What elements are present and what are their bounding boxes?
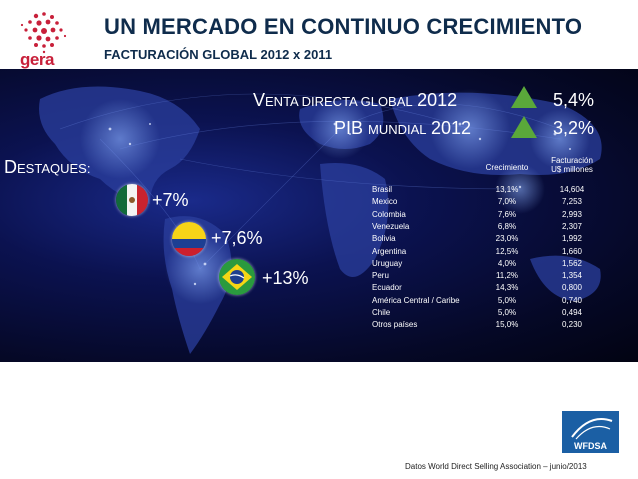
table-row: Ecuador 14,3% 0,800: [372, 283, 604, 295]
table-cell-growth: 12,5%: [495, 246, 519, 256]
table-cell-growth: 13,1%: [495, 185, 519, 194]
table-cell-country: Brasil: [372, 185, 393, 194]
table-row: Mexico 7,0% 7,253: [372, 197, 604, 209]
table-cell-growth: 5,0%: [497, 295, 517, 305]
table-row: Uruguay 4,0% 1,562: [372, 259, 604, 271]
wfdsa-globe-icon: [571, 418, 613, 440]
table-row: Argentina 12,5% 1,660: [372, 247, 604, 259]
logo-wordmark: gera: [20, 50, 54, 69]
venta-directa-percent: 5,4%: [553, 90, 595, 110]
table-cell-revenue: 1,660: [561, 246, 583, 256]
colombia-flag-icon: [172, 222, 206, 256]
table-cell-country: América Central / Caribe: [372, 295, 460, 305]
venta-directa-label: VENTA DIRECTA GLOBAL 2012: [253, 90, 458, 110]
table-cell-country: Venezuela: [372, 221, 410, 231]
page-title: UN MERCADO EN CONTINUO CRECIMIENTO: [104, 14, 583, 39]
table-cell-revenue: 0,230: [561, 320, 583, 330]
table-cell-country: Colombia: [372, 209, 406, 219]
logo-dots-icon: [20, 12, 67, 54]
table-row: Peru 11,2% 1,354: [372, 271, 604, 283]
table-row: América Central / Caribe 5,0% 0,740: [372, 296, 604, 308]
page-subtitle: FACTURACIÓN GLOBAL 2012 x 2011: [104, 47, 333, 62]
table-row: Venezuela 6,8% 2,307: [372, 222, 604, 234]
brasil-growth-value: +13%: [262, 268, 309, 288]
gera-logo: [8, 8, 88, 72]
table-cell-country: Uruguay: [372, 258, 403, 268]
column-header-revenue: Facturación U$ millones: [551, 156, 593, 174]
table-cell-country: Mexico: [372, 197, 398, 207]
table-cell-revenue: 2,307: [561, 221, 583, 231]
table-row: Otros países 15,0% 0,230: [372, 320, 604, 332]
table-cell-country: Bolivia: [372, 234, 396, 244]
table-cell-country: Ecuador: [372, 283, 402, 293]
table-cell-growth: 4,0%: [497, 258, 517, 268]
table-cell-revenue: 1,354: [561, 271, 583, 281]
table-row: Brasil 13,1% 14,604: [372, 185, 604, 197]
table-cell-country: Otros países: [372, 320, 418, 330]
brasil-flag-icon: [219, 259, 255, 295]
table-cell-growth: 15,0%: [495, 320, 519, 330]
growth-up-arrow-icon: [511, 116, 537, 138]
world-map-image: [39, 86, 602, 354]
table-row: Bolivia 23,0% 1,992: [372, 234, 604, 246]
table-row: Chile 5,0% 0,494: [372, 308, 604, 320]
table-cell-revenue: 0,800: [561, 283, 583, 293]
growth-up-arrow-icon: [511, 86, 537, 108]
source-note: Datos World Direct Selling Association –…: [405, 462, 587, 471]
table-cell-growth: 14,3%: [495, 283, 519, 293]
table-cell-revenue: 0,494: [561, 308, 583, 317]
pib-mundial-percent: 3,2%: [553, 118, 595, 138]
table-cell-revenue: 1,562: [561, 258, 583, 268]
table-cell-revenue: 2,993: [561, 209, 583, 219]
table-cell-growth: 5,0%: [497, 308, 517, 317]
table-cell-growth: 11,2%: [495, 271, 519, 281]
table-row: Colombia 7,6% 2,993: [372, 210, 604, 222]
pib-mundial-label: PIB MUNDIAL 2012: [334, 118, 472, 138]
table-cell-revenue: 0,740: [561, 295, 583, 305]
colombia-growth-value: +7,6%: [211, 228, 263, 248]
table-cell-country: Chile: [372, 308, 391, 317]
wfdsa-logo: WFDSA: [562, 411, 619, 453]
table-cell-growth: 23,0%: [495, 234, 519, 244]
table-cell-growth: 6,8%: [497, 221, 517, 231]
table-cell-revenue: 1,992: [561, 234, 583, 244]
table-cell-growth: 7,0%: [497, 197, 517, 207]
table-cell-revenue: 14,604: [559, 185, 585, 194]
table-cell-country: Argentina: [372, 246, 407, 256]
mexico-growth-value: +7%: [152, 190, 189, 210]
destaques-heading: DESTAQUES:: [4, 157, 91, 177]
table-cell-growth: 7,6%: [497, 209, 517, 219]
table-cell-country: Peru: [372, 271, 389, 281]
table-cell-revenue: 7,253: [561, 197, 583, 207]
column-header-growth: Crecimiento: [485, 163, 529, 172]
mexico-flag-icon: [116, 184, 148, 216]
